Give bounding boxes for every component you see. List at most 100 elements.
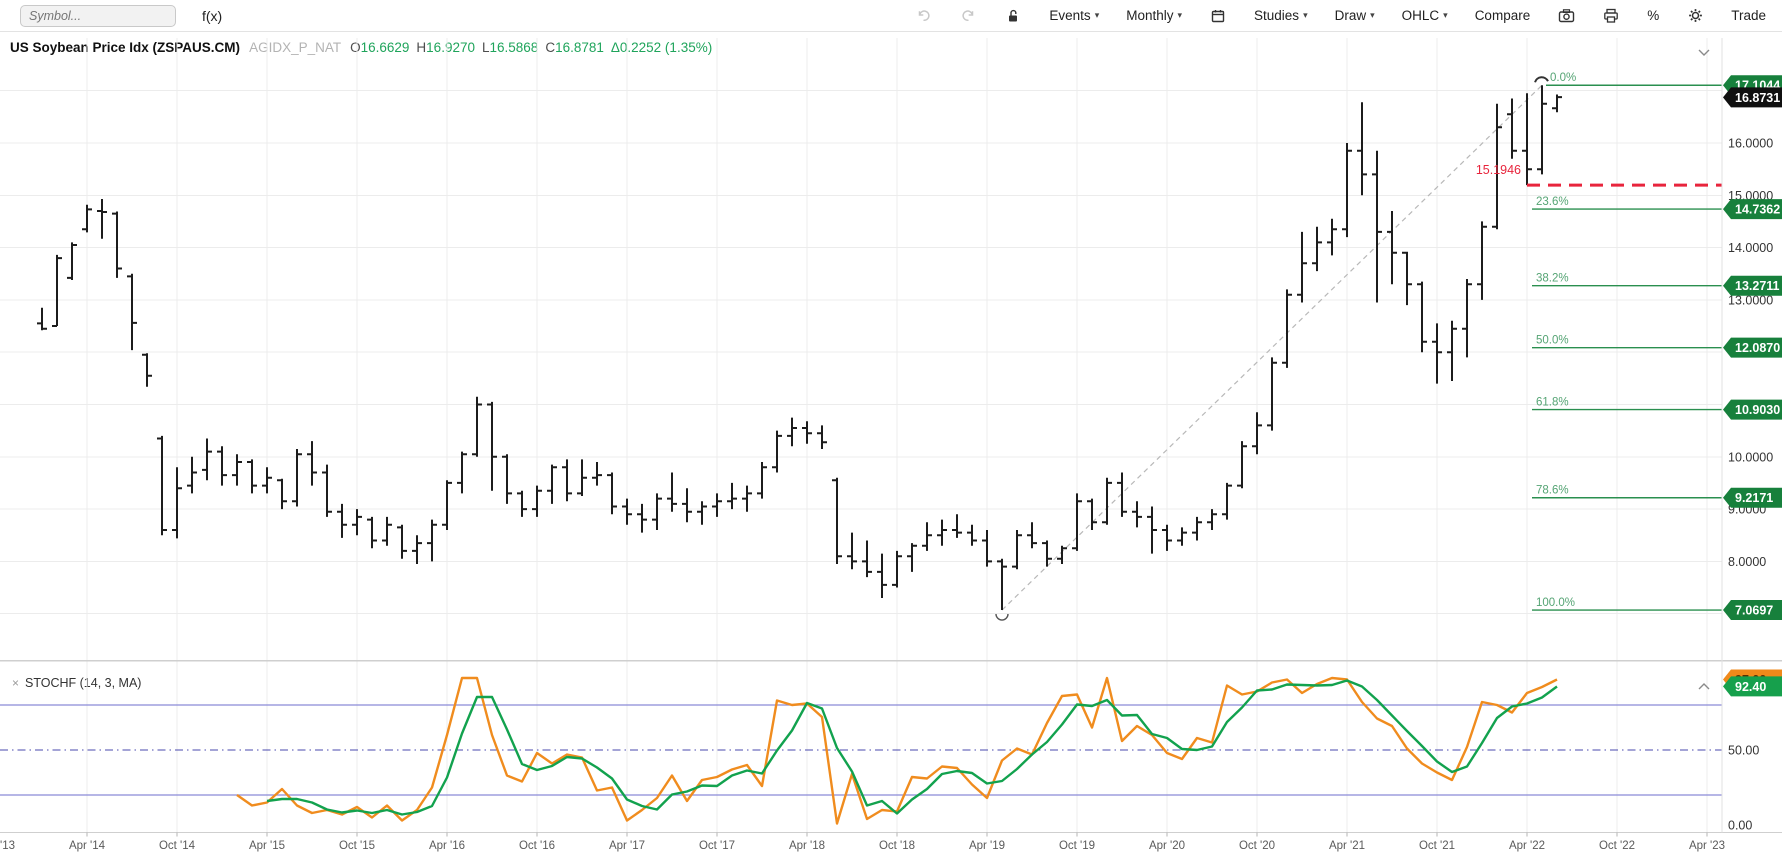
compare-button[interactable]: Compare (1474, 8, 1531, 23)
fib-label-38.2%: 38.2% (1536, 273, 1569, 285)
fib-badge-78.6%-text: 9.2171 (1735, 491, 1773, 505)
series-id-label: AGIDX_P_NAT (249, 40, 342, 55)
fib-label-100.0%: 100.0% (1536, 597, 1575, 609)
stoch-axis-label: 0.00 (1728, 819, 1752, 833)
price-axis-label: 13.0000 (1728, 293, 1773, 307)
fib-badge-78.6% (1723, 487, 1782, 508)
ohlc-series (37, 85, 1562, 610)
collapse-stoch-pane-icon[interactable] (1698, 683, 1710, 690)
open-label: O (350, 40, 361, 55)
fib-label-0.0%: 0.0% (1550, 72, 1576, 84)
time-axis-label: Apr '21 (1329, 840, 1365, 852)
trade-button[interactable]: Trade (1731, 8, 1766, 23)
fib-badge-61.8%-text: 10.9030 (1735, 403, 1780, 417)
fx-button[interactable]: f(x) (202, 7, 223, 24)
high-value: 16.9270 (426, 40, 475, 55)
time-axis-label: Apr '17 (609, 840, 645, 852)
chevron-down-icon: ▾ (1177, 10, 1183, 20)
time-axis-label: Apr '19 (969, 840, 1005, 852)
fib-trend-line[interactable] (1001, 84, 1543, 611)
time-axis[interactable]: Oct '13 Apr '14 Oct '14 Apr '15 Oct '15 Apr '… (0, 832, 1725, 853)
collapse-main-pane-icon[interactable] (1698, 49, 1710, 56)
time-axis-label: Oct '18 (879, 840, 915, 852)
camera-icon[interactable] (1557, 7, 1575, 25)
fib-handle-high[interactable] (1534, 76, 1549, 83)
fib-handle-low[interactable] (995, 613, 1009, 621)
printer-icon[interactable] (1602, 7, 1620, 25)
close-label: C (545, 40, 556, 55)
chart-title: US Soybean Price Idx (ZSPAUS.CM) (10, 40, 241, 55)
lock-icon[interactable] (1004, 7, 1022, 25)
fib-badge-50.0% (1723, 337, 1782, 358)
undo-icon[interactable] (914, 7, 932, 25)
time-axis-label: Apr '16 (429, 840, 465, 852)
price-axis[interactable]: 16.000015.000014.000013.000010.00009.000… (1728, 137, 1773, 833)
time-axis-label: Oct '20 (1239, 840, 1275, 852)
stoch-d-badge (1723, 676, 1782, 697)
stoch-d-line (266, 679, 1558, 816)
fib-badge-50.0%-text: 12.0870 (1735, 341, 1780, 355)
chevron-down-icon: ▾ (1443, 10, 1448, 20)
toolbar-right-group: Events ▾ Monthly ▾ Studies ▾ Draw ▾ OHLC ▾ Compare… (914, 7, 1782, 25)
stoch-pane (0, 676, 1722, 825)
time-axis-label: Apr '18 (789, 840, 825, 852)
stoch-d-badge-text: 92.40 (1735, 680, 1766, 694)
panel-chrome (0, 38, 1782, 833)
fib-label-78.6%: 78.6% (1536, 485, 1569, 497)
events-menu[interactable]: Events ▾ (1049, 8, 1100, 23)
fib-badge-23.6%-text: 14.7362 (1735, 203, 1780, 217)
price-axis-label: 8.0000 (1728, 555, 1766, 569)
time-axis-label: Oct '14 (159, 840, 196, 852)
change-value: Δ0.2252 (1.35%) (610, 40, 713, 55)
fib-label-23.6%: 23.6% (1536, 196, 1569, 208)
red-line-label: 15.1946 (1476, 163, 1521, 177)
time-axis-label: Apr '23 (1689, 840, 1725, 852)
fib-label-50.0%: 50.0% (1536, 335, 1569, 347)
stoch-study-label: STOCHF (14, 3, MA) (25, 676, 142, 690)
time-axis-label: Oct '17 (699, 840, 735, 852)
price-axis-label: 14.0000 (1728, 241, 1773, 255)
fib-label-61.8%: 61.8% (1536, 397, 1569, 409)
fib-badge-38.2% (1723, 275, 1782, 296)
time-axis-label: Oct '21 (1419, 840, 1455, 852)
chevron-down-icon: ▾ (1094, 10, 1100, 20)
grid-lines (0, 38, 1722, 833)
stoch-k-line (236, 676, 1558, 825)
percent-button[interactable]: % (1647, 8, 1660, 23)
chart-title-row: US Soybean Price Idx (ZSPAUS.CM) AGIDX_P… (10, 40, 712, 55)
studies-menu[interactable]: Studies ▾ (1254, 8, 1308, 23)
time-axis-label: Oct '16 (519, 840, 555, 852)
calendar-icon[interactable] (1209, 7, 1227, 25)
fib-badge-61.8% (1723, 399, 1782, 420)
chevron-down-icon: ▾ (1303, 10, 1308, 20)
open-value: 16.6629 (360, 40, 410, 55)
time-axis-label: Apr '15 (249, 840, 285, 852)
symbol-input[interactable] (20, 4, 176, 27)
low-value: 16.5868 (489, 40, 539, 55)
remove-study-icon[interactable]: × (12, 676, 20, 690)
periodicity-menu[interactable]: Monthly ▾ (1126, 8, 1183, 23)
draw-menu[interactable]: Draw ▾ (1334, 8, 1375, 23)
time-axis-label: Apr '22 (1509, 840, 1545, 852)
chart-style-menu[interactable]: OHLC ▾ (1401, 8, 1448, 23)
chevron-down-icon: ▾ (1370, 10, 1375, 20)
close-value: 16.8781 (555, 40, 604, 55)
ohlc-bars-path (37, 85, 1562, 610)
current-price-badge-text: 16.8731 (1735, 91, 1780, 105)
top-toolbar: f(x) Events▾ Monthly▾ Studies▾ Draw▾ OHLC▾ Co… (0, 0, 1782, 32)
time-axis-label: Oct '15 (339, 840, 375, 852)
time-axis-label: Apr '14 (69, 840, 106, 852)
fib-badge-23.6% (1723, 199, 1782, 220)
redo-icon[interactable] (959, 7, 977, 25)
fib-badge-38.2%-text: 13.2711 (1735, 279, 1780, 293)
high-label: H (416, 40, 427, 55)
quote-readout: O16.6629 H16.9270 L16.5868 C16.8781 Δ0.2… (350, 40, 712, 55)
gear-icon[interactable] (1686, 7, 1704, 25)
fib-retracement-drawing[interactable]: 0.0% 23.6% 38.2% 50.0% 61.8% 78.6% 100.0% (995, 72, 1722, 621)
alert-line-drawing[interactable]: 15.1946 (1476, 163, 1722, 187)
time-axis-label: Apr '20 (1149, 840, 1185, 852)
time-axis-label: Oct '19 (1059, 840, 1095, 852)
fib-badge-100.0% (1723, 600, 1782, 621)
stoch-study-header: × STOCHF (14, 3, MA) (12, 676, 141, 690)
